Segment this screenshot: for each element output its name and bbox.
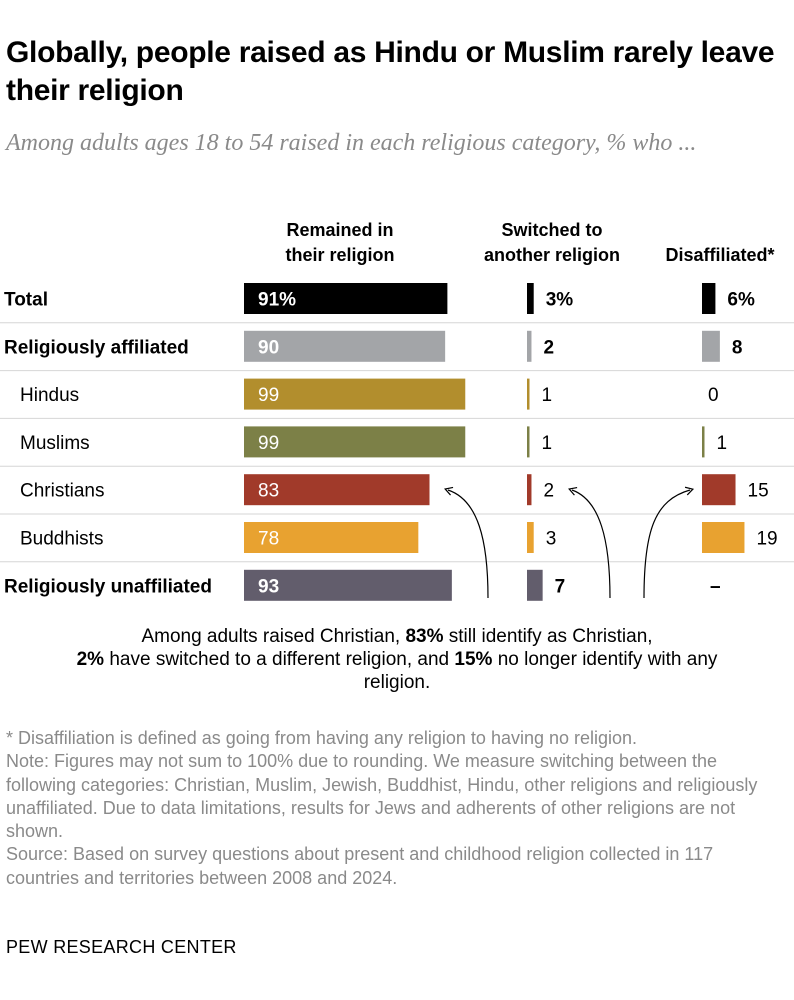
footer-brand: PEW RESEARCH CENTER: [6, 937, 237, 957]
column-header-disaffiliated-line2: Disaffiliated*: [665, 245, 775, 265]
annotation-part2: still identify as Christian,: [443, 626, 653, 647]
bar-remained-religiously-unaffiliated: [244, 569, 452, 601]
bar-disaffiliated-christians: [702, 474, 736, 506]
data-label-remained-religiously-unaffiliated: 93: [258, 576, 279, 597]
column-header-switched-line1: Switched to: [501, 220, 603, 240]
bar-switched-total: [527, 283, 534, 314]
data-label-disaffiliated-muslims: 1: [717, 433, 728, 454]
bar-switched-christians: [527, 474, 532, 506]
annotation-part4: no longer identify with any religion.: [363, 649, 718, 693]
data-label-switched-buddhists: 3: [546, 529, 557, 550]
chart-notes: * Disaffiliation is defined as going fro…: [6, 727, 786, 890]
column-header-switched: Switched to another religion: [462, 218, 642, 268]
data-label-remained-christians: 83: [258, 481, 279, 502]
source-text: Source: Based on survey questions about …: [6, 844, 714, 888]
arrow-to-switched: [568, 486, 611, 599]
bar-chart: Total 91% 3% 6% Religiously affiliated 90 2 8 Hi…: [0, 283, 794, 601]
chart-subtitle: Among adults ages 18 to 54 raised in eac…: [6, 130, 697, 156]
data-label-switched-muslims: 1: [542, 433, 553, 454]
bar-remained-religiously-affiliated: [244, 330, 446, 362]
chart-title: Globally, people raised as Hindu or Musl…: [6, 36, 775, 107]
arrow-to-disaffiliated: [643, 486, 695, 599]
data-label-switched-religiously-affiliated: 2: [543, 337, 554, 358]
bar-switched-hindus: [527, 378, 530, 410]
annotation-text: Among adults raised Christian, 83% still…: [60, 625, 734, 694]
bar-switched-religiously-affiliated: [527, 330, 532, 362]
annotation-arrows: [444, 486, 695, 599]
annotation-part1: Among adults raised Christian,: [141, 626, 406, 647]
data-label-switched-total: 3%: [546, 290, 574, 311]
data-label-remained-religiously-affiliated: 90: [258, 337, 279, 358]
column-header-remained-line1: Remained in: [286, 220, 394, 240]
data-label-remained-muslims: 99: [258, 433, 279, 454]
bar-remained-christians: [244, 474, 430, 506]
bar-disaffiliated-religiously-affiliated: [702, 330, 720, 362]
column-header-switched-line2: another religion: [483, 245, 620, 265]
data-label-disaffiliated-buddhists: 19: [756, 529, 777, 550]
note-text: Note: Figures may not sum to 100% due to…: [6, 751, 758, 842]
row-label-christians: Christians: [20, 481, 104, 502]
bar-switched-buddhists: [527, 522, 534, 553]
chart-rows: Total 91% 3% 6% Religiously affiliated 90 2 8 Hi…: [0, 283, 794, 601]
row-label-hindus: Hindus: [20, 385, 79, 406]
note-asterisk: * Disaffiliation is defined as going fro…: [6, 728, 638, 748]
column-header-disaffiliated: Disaffiliated*: [650, 243, 790, 268]
data-label-disaffiliated-hindus: 0: [708, 385, 719, 406]
data-label-switched-christians: 2: [543, 481, 554, 502]
row-label-religiously-affiliated: Religiously affiliated: [4, 337, 189, 358]
column-header-remained-line2: their religion: [285, 245, 395, 265]
data-label-remained-hindus: 99: [258, 385, 279, 406]
bar-remained-buddhists: [244, 522, 419, 553]
data-label-remained-buddhists: 78: [258, 529, 279, 550]
row-label-total: Total: [4, 290, 48, 311]
bar-disaffiliated-buddhists: [702, 522, 745, 553]
data-label-remained-total: 91%: [258, 290, 296, 311]
row-label-muslims: Muslims: [20, 433, 90, 454]
data-label-disaffiliated-religiously-affiliated: 8: [732, 337, 743, 358]
annotation-part3: have switched to a different religion, a…: [104, 649, 455, 670]
bar-switched-muslims: [527, 426, 530, 458]
data-label-disaffiliated-religiously-unaffiliated: –: [710, 576, 721, 597]
annotation-value-switched: 2%: [76, 649, 105, 670]
data-label-switched-hindus: 1: [542, 385, 553, 406]
bar-remained-muslims: [244, 426, 466, 458]
data-label-disaffiliated-christians: 15: [748, 481, 769, 502]
row-label-buddhists: Buddhists: [20, 529, 103, 550]
arrow-to-remained: [444, 486, 489, 599]
row-label-religiously-unaffiliated: Religiously unaffiliated: [4, 576, 212, 597]
column-header-remained: Remained in their religion: [250, 218, 430, 268]
bar-remained-hindus: [244, 378, 466, 410]
bar-remained-total: [244, 283, 448, 314]
data-label-disaffiliated-total: 6%: [727, 290, 755, 311]
bar-disaffiliated-muslims: [702, 426, 705, 458]
annotation-value-disaffiliated: 15%: [454, 649, 493, 670]
data-label-switched-religiously-unaffiliated: 7: [555, 576, 566, 597]
annotation-value-remained: 83%: [405, 626, 444, 647]
bar-disaffiliated-total: [702, 283, 716, 314]
bar-switched-religiously-unaffiliated: [527, 569, 543, 601]
